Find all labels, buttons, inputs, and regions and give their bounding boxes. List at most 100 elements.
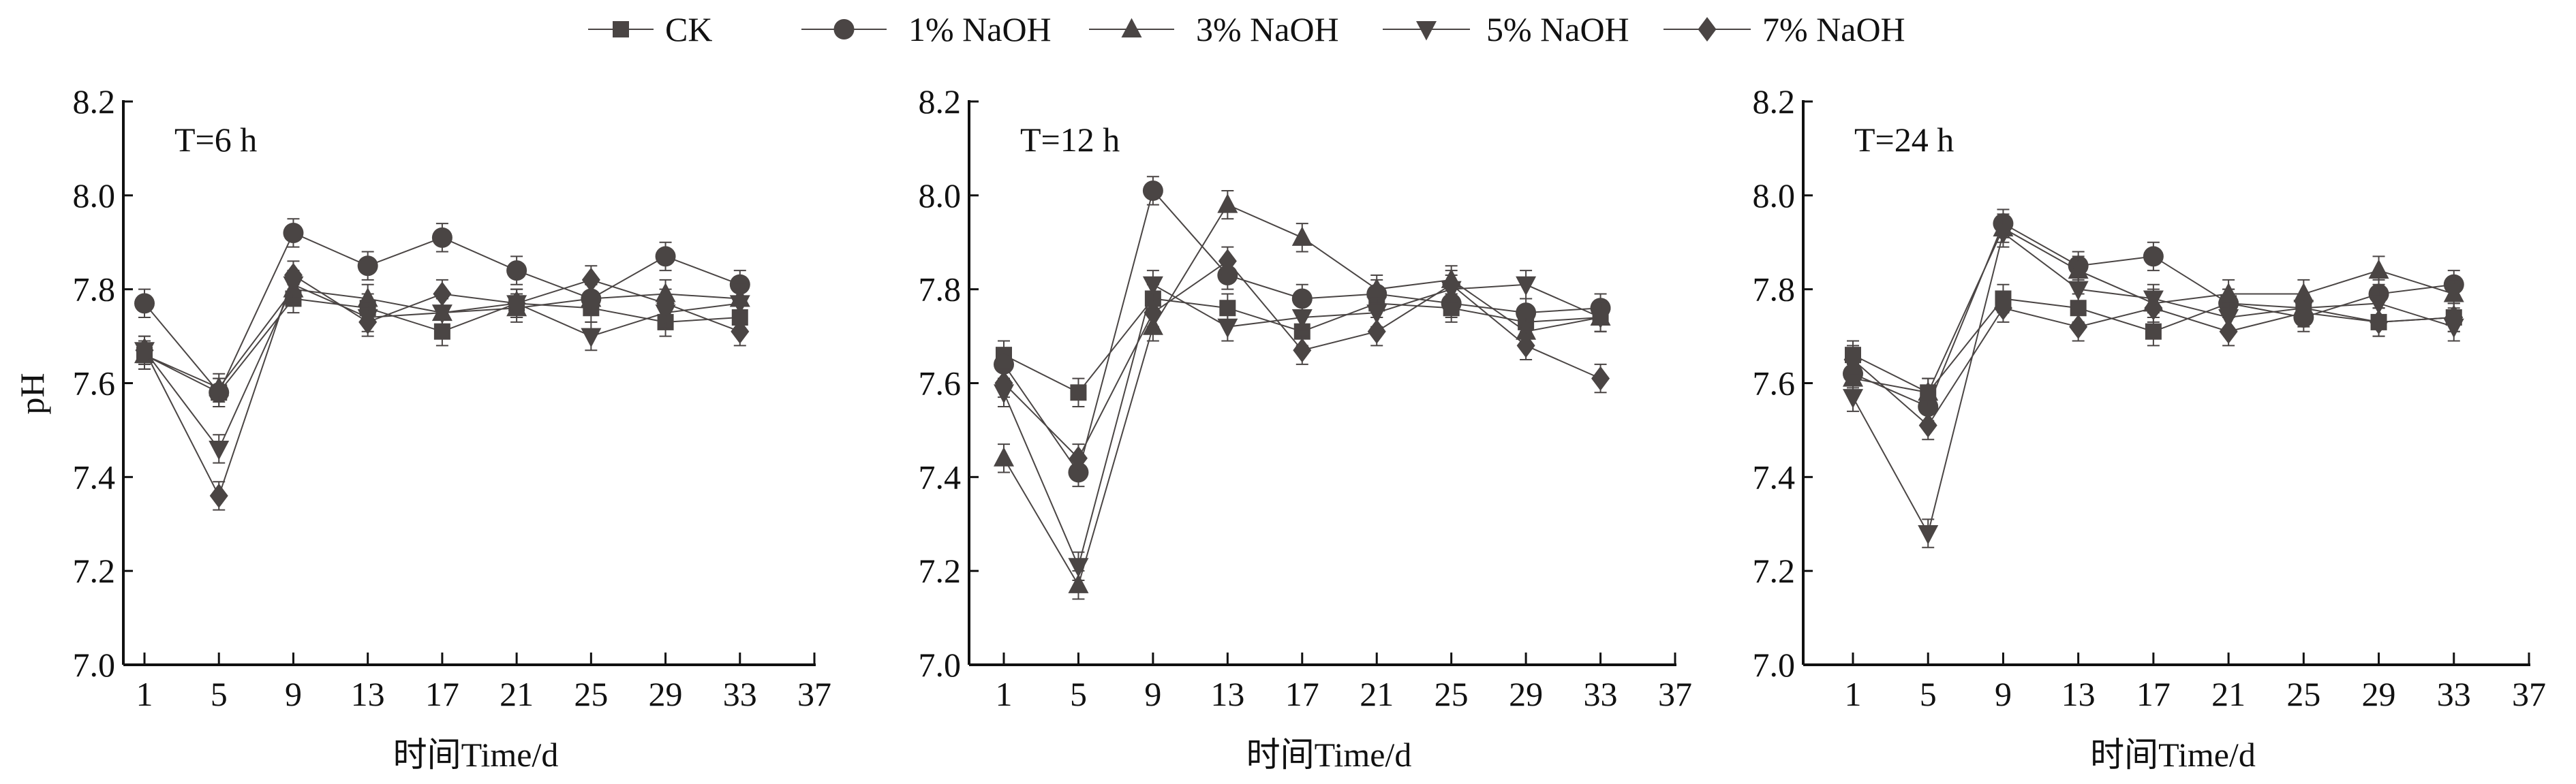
data-point	[1070, 384, 1087, 401]
y-tick-label: 7.0	[1753, 646, 1796, 684]
x-axis-label: 时间Time/d	[2090, 736, 2256, 774]
data-point	[2218, 283, 2239, 302]
data-point	[209, 440, 230, 460]
data-point	[433, 281, 452, 307]
data-point	[357, 287, 378, 307]
legend-label: 5% NaOH	[1486, 10, 1629, 48]
x-tick-label: 33	[2437, 675, 2471, 713]
legend-label: 3% NaOH	[1196, 10, 1339, 48]
series-line	[1003, 204, 1601, 587]
legend-label: CK	[665, 10, 712, 48]
x-tick-label: 1	[1845, 675, 1862, 713]
panel-annotation: T=24 h	[1854, 121, 1954, 159]
x-tick-label: 9	[285, 675, 302, 713]
data-point	[1291, 309, 1313, 329]
panel-annotation: T=12 h	[1020, 121, 1120, 159]
legend-item: 5% NaOH	[1383, 10, 1629, 48]
y-tick-label: 7.0	[919, 646, 962, 684]
data-point	[1993, 224, 2014, 245]
data-point	[357, 255, 378, 277]
data-point	[1366, 304, 1387, 324]
x-tick-label: 13	[2061, 675, 2096, 713]
data-point	[1843, 389, 1863, 409]
y-tick-label: 7.6	[1753, 364, 1796, 403]
x-tick-label: 37	[1658, 675, 1692, 713]
y-tick-label: 8.0	[919, 176, 962, 215]
data-point	[2068, 281, 2089, 301]
data-point	[2444, 305, 2464, 330]
legend-item: 3% NaOH	[1089, 10, 1339, 48]
x-tick-label: 1	[136, 675, 153, 713]
y-tick-label: 7.2	[919, 552, 962, 590]
x-axis-label: 时间Time/d	[1246, 736, 1412, 774]
y-tick-label: 8.2	[1753, 82, 1796, 121]
y-tick-label: 8.0	[73, 176, 116, 215]
x-tick-label: 13	[351, 675, 385, 713]
x-tick-label: 37	[797, 675, 831, 713]
x-tick-label: 29	[649, 675, 683, 713]
panel-1: 7.0 7.2 7.4 7.6 7.8 8.0 8.2 1 5 9 13 17 21 25 29 33 37 时间…	[13, 82, 831, 774]
data-point	[1068, 574, 1089, 593]
data-point	[2219, 319, 2238, 344]
x-tick-label: 13	[1210, 675, 1244, 713]
y-tick-label: 7.2	[73, 552, 116, 590]
x-tick-label: 9	[1995, 675, 2012, 713]
data-point	[283, 222, 304, 243]
series-7-naoh	[994, 246, 1610, 473]
x-tick-label: 17	[1285, 675, 1319, 713]
data-point	[431, 227, 453, 248]
series-line	[1852, 232, 2455, 535]
x-tick-label: 25	[574, 675, 608, 713]
y-tick-label: 7.4	[919, 458, 962, 496]
x-tick-label: 29	[1509, 675, 1543, 713]
data-point	[1069, 445, 1088, 471]
data-point	[1217, 318, 1238, 339]
data-point	[506, 260, 527, 281]
y-tick-label: 8.2	[919, 82, 962, 121]
legend-square-marker-icon	[613, 21, 629, 37]
x-tick-label: 21	[500, 675, 534, 713]
y-tick-label: 7.2	[1753, 552, 1796, 590]
data-point	[1516, 320, 1537, 340]
x-tick-label: 37	[2512, 675, 2546, 713]
data-point	[1590, 309, 1611, 329]
legend-circle-marker-icon	[833, 19, 855, 40]
data-point	[1217, 193, 1238, 213]
x-tick-label: 5	[1070, 675, 1087, 713]
data-point	[209, 376, 230, 396]
data-point	[1843, 347, 1862, 373]
panel-annotation: T=6 h	[174, 121, 257, 159]
legend-triangle-down-marker-icon	[1416, 21, 1437, 41]
data-point	[2443, 283, 2464, 302]
data-point	[1516, 276, 1537, 296]
x-tick-label: 25	[1435, 675, 1469, 713]
y-tick-label: 7.4	[1753, 458, 1796, 496]
x-tick-label: 17	[2136, 675, 2171, 713]
data-point	[1918, 381, 1939, 401]
legend-diamond-marker-icon	[1698, 17, 1717, 42]
data-point	[135, 338, 154, 363]
y-tick-label: 7.4	[73, 458, 116, 496]
data-point	[1068, 558, 1089, 578]
data-point	[655, 246, 676, 267]
y-tick-label: 7.6	[919, 364, 962, 403]
data-point	[431, 304, 453, 324]
y-tick-label: 7.8	[919, 270, 962, 309]
data-point	[581, 328, 602, 348]
y-tick-label: 8.2	[73, 82, 116, 121]
x-tick-label: 21	[1360, 675, 1394, 713]
data-point	[283, 262, 303, 287]
legend-item: 7% NaOH	[1663, 10, 1905, 48]
data-point	[731, 319, 750, 344]
data-point	[1366, 278, 1387, 298]
data-point	[1291, 226, 1313, 246]
data-point	[2368, 259, 2389, 279]
data-point	[1293, 338, 1312, 363]
x-tick-label: 29	[2362, 675, 2396, 713]
y-tick-label: 8.0	[1753, 176, 1796, 215]
data-point	[507, 291, 526, 316]
x-tick-label: 25	[2286, 675, 2320, 713]
data-point	[134, 293, 155, 314]
series-7-naoh	[135, 260, 750, 511]
